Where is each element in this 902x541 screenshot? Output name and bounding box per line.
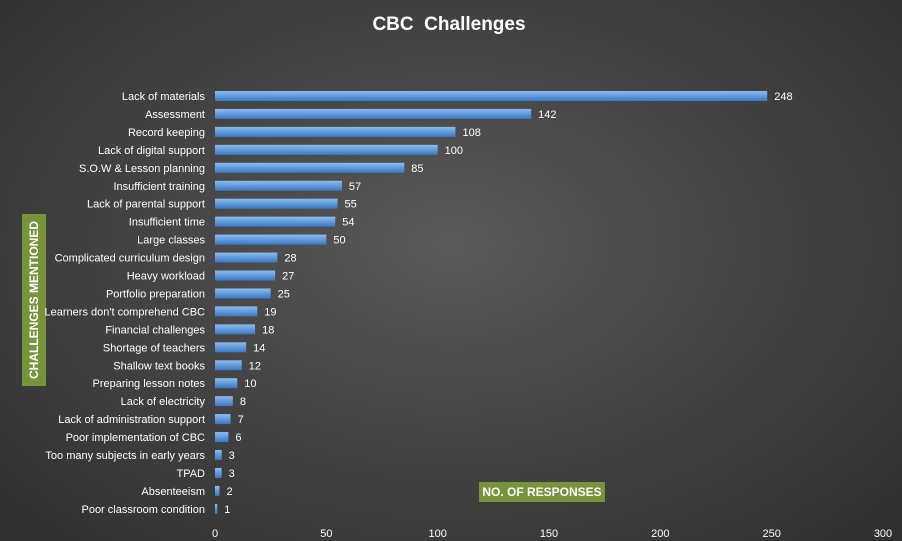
data-label: 3 xyxy=(229,450,235,462)
bar xyxy=(215,342,247,353)
bar xyxy=(215,432,229,443)
category-label: Too many subjects in early years xyxy=(45,450,205,462)
x-axis-label-box xyxy=(479,482,605,502)
bar xyxy=(215,324,256,335)
category-label: Complicated curriculum design xyxy=(55,253,205,265)
category-label: S.O.W & Lesson planning xyxy=(79,163,205,175)
category-label: Heavy workload xyxy=(127,271,205,283)
y-axis-label: CHALLENGES MENTIONED xyxy=(27,221,41,379)
x-tick-label: 250 xyxy=(762,528,780,540)
bar xyxy=(215,180,342,191)
bar xyxy=(215,414,231,425)
bar xyxy=(215,270,276,281)
category-label: Lack of administration support xyxy=(58,414,205,426)
category-label: Insufficient time xyxy=(129,217,205,229)
category-label: Learners don't comprehend CBC xyxy=(45,306,206,318)
bar xyxy=(215,144,438,155)
category-label: Preparing lesson notes xyxy=(92,378,205,390)
data-label: 28 xyxy=(284,253,296,265)
data-label: 54 xyxy=(342,217,354,229)
bar xyxy=(215,306,258,317)
y-axis-label-group: CHALLENGES MENTIONED xyxy=(22,214,46,386)
category-label: Shallow text books xyxy=(113,360,205,372)
category-label: Poor implementation of CBC xyxy=(66,432,205,444)
bar xyxy=(215,378,238,389)
data-label: 50 xyxy=(333,235,345,247)
bar xyxy=(215,450,222,460)
data-label: 108 xyxy=(462,127,480,139)
bar xyxy=(215,503,218,514)
category-label: TPAD xyxy=(176,468,205,480)
data-label: 14 xyxy=(253,342,265,354)
y-axis-label-box xyxy=(22,214,46,386)
category-label: Poor classroom condition xyxy=(81,504,205,516)
data-label: 25 xyxy=(278,288,290,300)
bar xyxy=(215,485,220,496)
bar xyxy=(215,216,336,227)
bar xyxy=(215,234,327,245)
data-label: 18 xyxy=(262,324,274,336)
bar xyxy=(215,162,405,173)
category-label: Financial challenges xyxy=(105,324,205,336)
bar xyxy=(215,126,456,137)
x-axis-label: NO. OF RESPONSES xyxy=(482,485,601,499)
bar xyxy=(215,108,532,119)
x-tick-label: 150 xyxy=(540,528,558,540)
category-label: Lack of parental support xyxy=(87,199,205,211)
data-label: 8 xyxy=(240,396,246,408)
data-label: 55 xyxy=(344,199,356,211)
data-label: 100 xyxy=(445,145,463,157)
data-label: 27 xyxy=(282,271,294,283)
category-label: Lack of materials xyxy=(122,91,206,103)
data-label: 2 xyxy=(226,486,232,498)
x-tick-label: 100 xyxy=(428,528,446,540)
data-label: 57 xyxy=(349,181,361,193)
data-label: 85 xyxy=(411,163,423,175)
data-label: 248 xyxy=(774,91,792,103)
data-label: 7 xyxy=(238,414,244,426)
x-axis-label-group: NO. OF RESPONSES xyxy=(479,482,605,502)
bar xyxy=(215,252,278,263)
data-label: 3 xyxy=(229,468,235,480)
data-label: 19 xyxy=(264,306,276,318)
x-tick-label: 0 xyxy=(212,528,218,540)
x-tick-label: 300 xyxy=(874,528,892,540)
bar xyxy=(215,360,242,371)
data-label: 12 xyxy=(249,360,261,372)
category-label: Insufficient training xyxy=(113,181,205,193)
bar xyxy=(215,396,233,407)
category-label: Lack of digital support xyxy=(98,145,205,157)
category-label: Absenteeism xyxy=(141,486,205,498)
category-label: Assessment xyxy=(145,109,205,121)
data-label: 10 xyxy=(244,378,256,390)
category-label: Record keeping xyxy=(128,127,205,139)
data-label: 6 xyxy=(235,432,241,444)
category-label: Large classes xyxy=(137,235,205,247)
category-label: Portfolio preparation xyxy=(106,288,205,300)
x-tick-label: 200 xyxy=(651,528,669,540)
category-label: Lack of electricity xyxy=(121,396,206,408)
data-label: 1 xyxy=(224,504,230,516)
bar xyxy=(215,467,222,478)
data-label: 142 xyxy=(538,109,556,121)
chart-title: CBC Challenges xyxy=(372,14,525,35)
x-ticks: 0 50 100 150 200 250 300 xyxy=(212,528,892,540)
category-label: Shortage of teachers xyxy=(103,342,206,354)
x-tick-label: 50 xyxy=(320,528,332,540)
bar xyxy=(215,288,271,299)
bar xyxy=(215,198,338,209)
bar xyxy=(215,91,768,101)
